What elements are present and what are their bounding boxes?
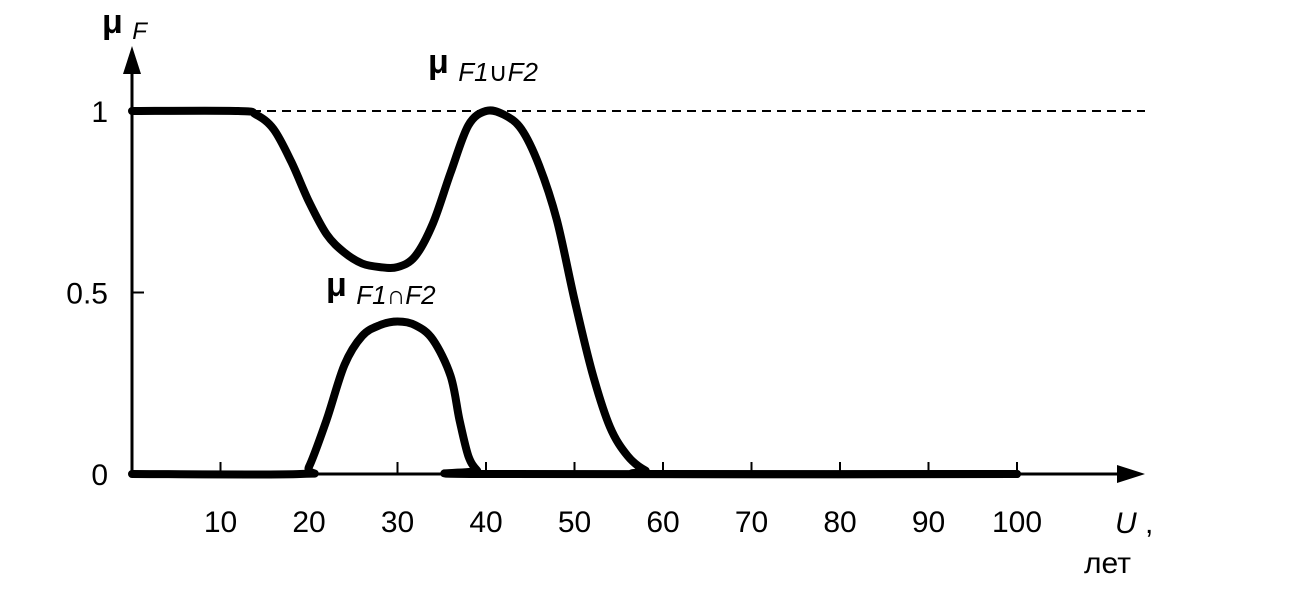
y-axis-arrow bbox=[123, 46, 141, 74]
x-tick-label: 80 bbox=[823, 506, 856, 539]
x-axis-arrow bbox=[1117, 465, 1145, 483]
series-intersection-label: μ F1∩F2 bbox=[326, 266, 436, 310]
x-tick-label: 100 bbox=[992, 506, 1042, 539]
y-tick-label: 1 bbox=[91, 96, 108, 129]
y-tick-label: 0.5 bbox=[66, 278, 108, 311]
x-tick-label: 10 bbox=[204, 506, 237, 539]
y-axis-title-main: μ bbox=[102, 3, 123, 41]
series-intersection-label-sub: F1∩F2 bbox=[356, 280, 436, 310]
x-tick-label: 60 bbox=[646, 506, 679, 539]
y-axis-title: μ F bbox=[102, 3, 148, 45]
series-intersection-label-main: μ bbox=[326, 266, 347, 304]
x-axis-title: U , bbox=[1115, 507, 1153, 540]
series-union-label-main: μ bbox=[428, 43, 449, 81]
x-tick-label: 30 bbox=[381, 506, 414, 539]
x-axis-title-main: U bbox=[1115, 507, 1137, 540]
series-union-label: μ F1∪F2 bbox=[428, 43, 539, 87]
y-tick-label: 0 bbox=[91, 459, 108, 492]
x-tick-label: 40 bbox=[469, 506, 502, 539]
series-union-label-sub: F1∪F2 bbox=[458, 57, 538, 87]
y-axis-title-sub: F bbox=[132, 18, 148, 45]
x-axis-title-suffix: , bbox=[1145, 507, 1153, 540]
x-tick-label: 20 bbox=[292, 506, 325, 539]
x-tick-label: 90 bbox=[912, 506, 945, 539]
series-intersection-line bbox=[128, 317, 1021, 479]
x-axis-unit: лет bbox=[1084, 547, 1131, 580]
series-union-line bbox=[128, 106, 1021, 479]
x-tick-label: 70 bbox=[735, 506, 768, 539]
x-tick-label: 50 bbox=[558, 506, 591, 539]
